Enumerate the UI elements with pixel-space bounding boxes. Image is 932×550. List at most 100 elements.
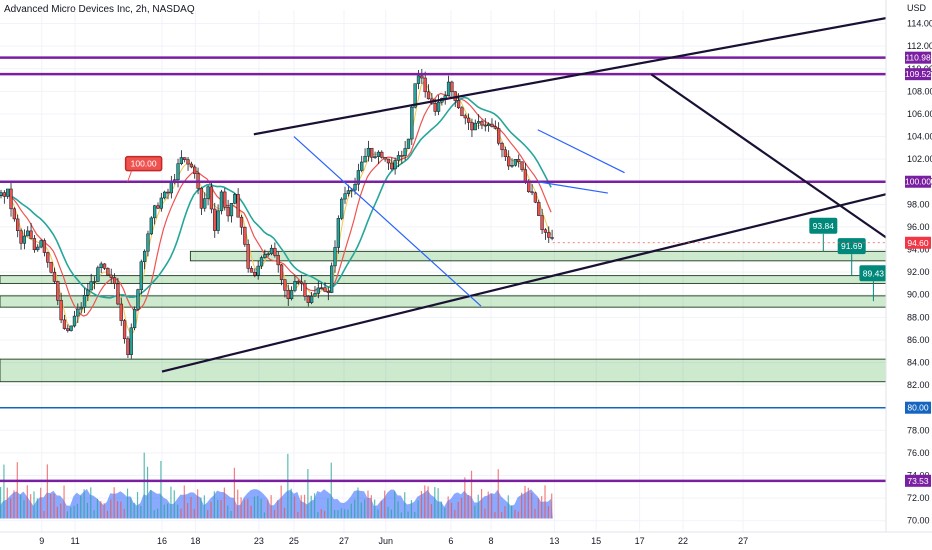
candle-body <box>273 247 277 256</box>
volume-bar <box>323 510 326 519</box>
volume-bar <box>73 505 75 519</box>
volume-bar <box>143 452 145 519</box>
candle-body <box>69 325 73 331</box>
volume-bar <box>177 504 179 519</box>
volume-bar <box>470 470 473 519</box>
candle-body <box>19 230 23 244</box>
volume-bar <box>130 497 132 519</box>
candle-body <box>22 235 27 244</box>
axis-level-label: 110.98 <box>905 53 931 63</box>
candle-body <box>39 240 43 248</box>
candle-body <box>493 126 497 129</box>
volume-bar <box>173 490 175 519</box>
trendline <box>161 181 932 373</box>
trendline <box>537 181 608 194</box>
y-tick-label: 78.00 <box>907 425 930 435</box>
volume-bar <box>474 505 476 519</box>
volume-bar <box>387 506 389 519</box>
volume-bar <box>273 509 276 519</box>
candle-body <box>313 293 317 297</box>
volume-bar <box>484 508 486 519</box>
candle-body <box>12 208 17 220</box>
volume-bar <box>364 499 366 519</box>
volume-bar <box>70 507 72 519</box>
volume-bar <box>250 505 252 519</box>
candle-body <box>523 169 528 183</box>
y-tick-label: 82.00 <box>907 380 930 390</box>
volume-bar <box>160 460 162 519</box>
volume-bar <box>183 485 185 519</box>
volume-bar <box>146 466 149 519</box>
volume-bar <box>380 500 382 519</box>
volume-bar <box>100 501 102 519</box>
candle-body <box>520 161 524 170</box>
volume-bar <box>444 507 446 519</box>
volume-bar <box>307 469 309 519</box>
candle-body <box>72 315 77 327</box>
volume-bar <box>437 488 439 519</box>
candle-body <box>149 217 153 235</box>
candle-body <box>96 267 100 282</box>
volume-bar <box>80 495 82 519</box>
x-tick-label: 22 <box>678 536 688 546</box>
candle-body <box>236 194 240 218</box>
volume-bar <box>36 498 38 519</box>
volume-bar <box>357 487 359 519</box>
y-tick-label: 70.00 <box>907 516 930 526</box>
candle-body <box>420 75 424 79</box>
volume-bar <box>290 488 292 519</box>
axis-level-tag <box>905 401 931 414</box>
volume-bar <box>547 506 549 519</box>
candle-body <box>517 159 521 163</box>
volume-bar <box>551 493 553 519</box>
candle-body <box>306 296 310 303</box>
candle-body <box>533 192 538 203</box>
candle-body <box>119 303 123 321</box>
candle-body <box>49 262 53 273</box>
volume-bar <box>20 494 22 519</box>
volume-bar <box>507 495 509 519</box>
candle-body <box>52 271 57 282</box>
candle-body <box>209 186 214 210</box>
candle-body <box>403 148 407 156</box>
support-zones <box>0 250 923 383</box>
volume-bar <box>210 501 212 519</box>
volume-bar <box>524 485 526 519</box>
candle-body <box>276 255 280 266</box>
candle-body <box>109 274 113 278</box>
volume-bar <box>297 511 299 519</box>
x-tick-label: 23 <box>254 536 264 546</box>
candle-body <box>16 218 20 231</box>
volume-bar <box>90 487 92 519</box>
candle-body <box>289 290 294 300</box>
candle-body <box>62 319 67 329</box>
volume-bar <box>187 503 189 519</box>
volume-bar <box>370 495 372 519</box>
volume-bar <box>447 496 449 519</box>
candle-body <box>263 254 267 258</box>
volume-ma-area <box>0 488 553 519</box>
volume-bar <box>260 498 262 519</box>
candle-body <box>383 157 387 160</box>
volume-bar <box>420 490 423 519</box>
axis-currency: USD <box>907 3 927 13</box>
y-tick-label: 84.00 <box>907 358 930 368</box>
volume-bar <box>337 510 339 519</box>
volume-bar <box>330 462 332 519</box>
candle-body <box>246 244 250 269</box>
y-tick-label: 96.00 <box>907 222 930 232</box>
volume-bar <box>467 495 469 519</box>
candle-body <box>142 250 147 263</box>
volume-bar <box>136 491 139 519</box>
volume-bar <box>390 509 392 519</box>
volume-bar <box>464 477 466 519</box>
candle-body <box>293 281 297 291</box>
volume-bar <box>521 492 523 519</box>
volume-bar <box>347 509 349 519</box>
axis-level-tag <box>905 474 931 487</box>
candle-body <box>470 122 474 131</box>
candle-body <box>46 252 50 263</box>
volume-bar <box>404 492 406 519</box>
volume-bar <box>56 506 58 519</box>
